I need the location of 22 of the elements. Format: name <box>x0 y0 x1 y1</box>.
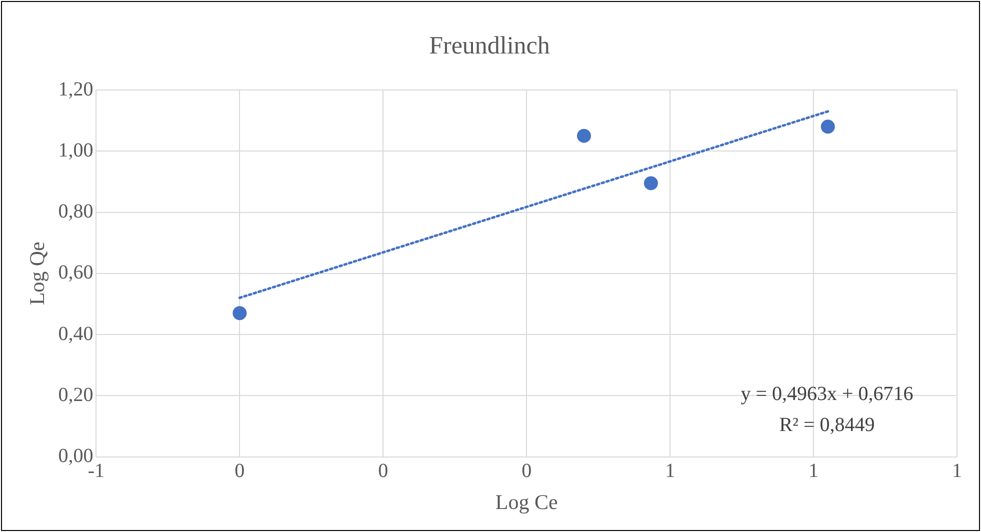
chart-title: Freundlinch <box>429 32 550 60</box>
y-tick-label: 0,40 <box>58 322 94 345</box>
x-axis-title: Log Ce <box>495 490 558 514</box>
y-tick-label: 1,00 <box>58 139 94 162</box>
x-tick-label: 0 <box>522 460 532 482</box>
y-tick-label: 0,20 <box>58 384 94 406</box>
x-tick-label: 0 <box>234 460 245 482</box>
point <box>644 176 658 190</box>
point <box>820 120 835 134</box>
x-tick-label: 1 <box>665 460 676 482</box>
y-tick-label: 0,80 <box>58 200 94 223</box>
point <box>232 306 247 320</box>
y-tick-label: 0,60 <box>58 262 94 284</box>
annotation: R² = 0,8449 <box>779 414 875 436</box>
y-axis-title: Log Qe <box>25 242 50 306</box>
y-tick-label: 0,00 <box>58 445 94 468</box>
y-tick-label: 1,20 <box>58 78 94 100</box>
x-tick-label: 0 <box>378 460 388 482</box>
annotation: y = 0,4963x + 0,6716 <box>740 383 914 406</box>
x-tick-label: 1 <box>808 460 819 482</box>
x-tick-label: 1 <box>952 460 962 482</box>
point <box>576 128 591 143</box>
